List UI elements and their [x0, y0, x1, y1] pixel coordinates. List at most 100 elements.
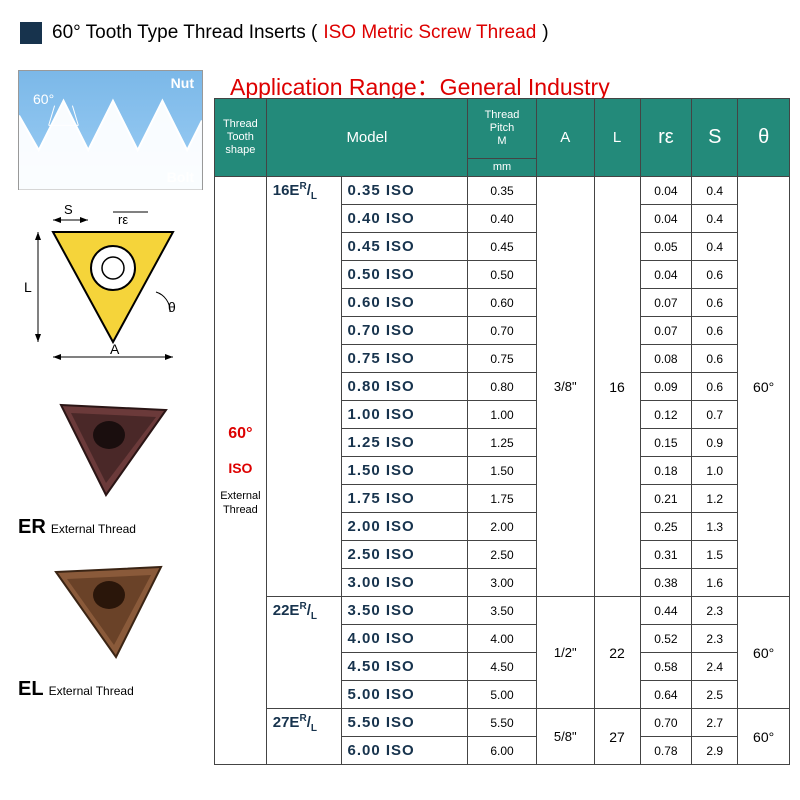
pitch-cell: 0.75	[468, 345, 537, 373]
model-iso-cell: 0.45 ISO	[341, 233, 468, 261]
application-range-label: Application Range：General Industry	[230, 68, 610, 102]
th-model: Model	[266, 99, 467, 177]
svg-text:L: L	[24, 279, 32, 295]
pitch-cell: 1.75	[468, 485, 537, 513]
S-cell: 0.6	[692, 373, 738, 401]
model-iso-cell: 0.70 ISO	[341, 317, 468, 345]
er-code: ER	[18, 516, 46, 538]
model-iso-cell: 4.00 ISO	[341, 625, 468, 653]
re-cell: 0.52	[640, 625, 692, 653]
th-pitch-unit: mm	[468, 159, 537, 177]
th-re: rε	[640, 99, 692, 177]
el-photo-label: EL External Thread	[18, 678, 213, 701]
re-cell: 0.15	[640, 429, 692, 457]
S-cell: 0.6	[692, 317, 738, 345]
re-cell: 0.44	[640, 597, 692, 625]
pitch-cell: 0.80	[468, 373, 537, 401]
el-desc: External Thread	[49, 684, 134, 698]
tooth-shape-cell: 60°ISOExternal Thread	[215, 177, 267, 765]
S-cell: 0.7	[692, 401, 738, 429]
left-column: Nut Bolt 60° L S rε	[18, 70, 213, 701]
pitch-cell: 5.50	[468, 709, 537, 737]
pitch-cell: 0.60	[468, 289, 537, 317]
pitch-cell: 0.70	[468, 317, 537, 345]
th-tooth: Thread Tooth shape	[215, 99, 267, 177]
model-iso-cell: 1.50 ISO	[341, 457, 468, 485]
S-cell: 0.9	[692, 429, 738, 457]
pitch-cell: 0.45	[468, 233, 537, 261]
th-theta: θ	[738, 99, 790, 177]
re-cell: 0.09	[640, 373, 692, 401]
spec-table-wrap: Thread Tooth shape Model Thread Pitch M …	[214, 98, 790, 765]
er-photo-label: ER External Thread	[18, 516, 213, 539]
re-cell: 0.58	[640, 653, 692, 681]
theta-cell: 60°	[738, 177, 790, 597]
re-cell: 0.64	[640, 681, 692, 709]
theta-cell: 60°	[738, 709, 790, 765]
pitch-cell: 4.00	[468, 625, 537, 653]
S-cell: 2.3	[692, 625, 738, 653]
th-L: L	[594, 99, 640, 177]
model-iso-cell: 0.40 ISO	[341, 205, 468, 233]
th-pitch: Thread Pitch M	[468, 99, 537, 159]
er-desc: External Thread	[51, 522, 136, 536]
model-iso-cell: 2.50 ISO	[341, 541, 468, 569]
pitch-cell: 3.50	[468, 597, 537, 625]
svg-text:S: S	[64, 202, 73, 217]
pitch-cell: 0.50	[468, 261, 537, 289]
re-cell: 0.31	[640, 541, 692, 569]
re-cell: 0.08	[640, 345, 692, 373]
re-cell: 0.21	[640, 485, 692, 513]
S-cell: 0.6	[692, 345, 738, 373]
S-cell: 2.4	[692, 653, 738, 681]
S-cell: 1.2	[692, 485, 738, 513]
el-code: EL	[18, 678, 44, 700]
A-cell: 3/8"	[537, 177, 595, 597]
model-iso-cell: 5.00 ISO	[341, 681, 468, 709]
L-cell: 16	[594, 177, 640, 597]
S-cell: 2.9	[692, 737, 738, 765]
table-row: 22ER/L3.50 ISO3.501/2"220.442.360°	[215, 597, 790, 625]
spec-table: Thread Tooth shape Model Thread Pitch M …	[214, 98, 790, 765]
pitch-cell: 0.35	[468, 177, 537, 205]
pitch-cell: 2.50	[468, 541, 537, 569]
model-iso-cell: 0.60 ISO	[341, 289, 468, 317]
re-cell: 0.70	[640, 709, 692, 737]
model-iso-cell: 6.00 ISO	[341, 737, 468, 765]
S-cell: 0.6	[692, 289, 738, 317]
pitch-cell: 1.50	[468, 457, 537, 485]
pitch-cell: 1.00	[468, 401, 537, 429]
table-row: 27ER/L5.50 ISO5.505/8"270.702.760°	[215, 709, 790, 737]
model-iso-cell: 1.00 ISO	[341, 401, 468, 429]
S-cell: 1.3	[692, 513, 738, 541]
model-iso-cell: 5.50 ISO	[341, 709, 468, 737]
pitch-cell: 3.00	[468, 569, 537, 597]
theta-cell: 60°	[738, 597, 790, 709]
insert-dimension-diagram: L S rε A θ	[18, 202, 203, 367]
title-text-2: ISO Metric Screw Thread	[323, 22, 536, 44]
re-cell: 0.04	[640, 261, 692, 289]
S-cell: 2.3	[692, 597, 738, 625]
model-iso-cell: 0.50 ISO	[341, 261, 468, 289]
A-cell: 1/2"	[537, 597, 595, 709]
re-cell: 0.12	[640, 401, 692, 429]
pitch-cell: 5.00	[468, 681, 537, 709]
S-cell: 1.0	[692, 457, 738, 485]
spec-table-body: 60°ISOExternal Thread16ER/L0.35 ISO0.353…	[215, 177, 790, 765]
title-text-1: 60° Tooth Type Thread Inserts (	[52, 22, 317, 44]
model-iso-cell: 0.80 ISO	[341, 373, 468, 401]
model-prefix-cell: 16ER/L	[266, 177, 341, 597]
thread-profile-diagram: Nut Bolt 60°	[18, 70, 203, 190]
model-prefix-cell: 22ER/L	[266, 597, 341, 709]
model-iso-cell: 2.00 ISO	[341, 513, 468, 541]
L-cell: 22	[594, 597, 640, 709]
re-cell: 0.07	[640, 317, 692, 345]
re-cell: 0.04	[640, 177, 692, 205]
re-cell: 0.07	[640, 289, 692, 317]
model-iso-cell: 3.50 ISO	[341, 597, 468, 625]
pitch-cell: 0.40	[468, 205, 537, 233]
S-cell: 0.4	[692, 233, 738, 261]
svg-text:rε: rε	[118, 212, 128, 227]
S-cell: 0.6	[692, 261, 738, 289]
model-prefix-cell: 27ER/L	[266, 709, 341, 765]
